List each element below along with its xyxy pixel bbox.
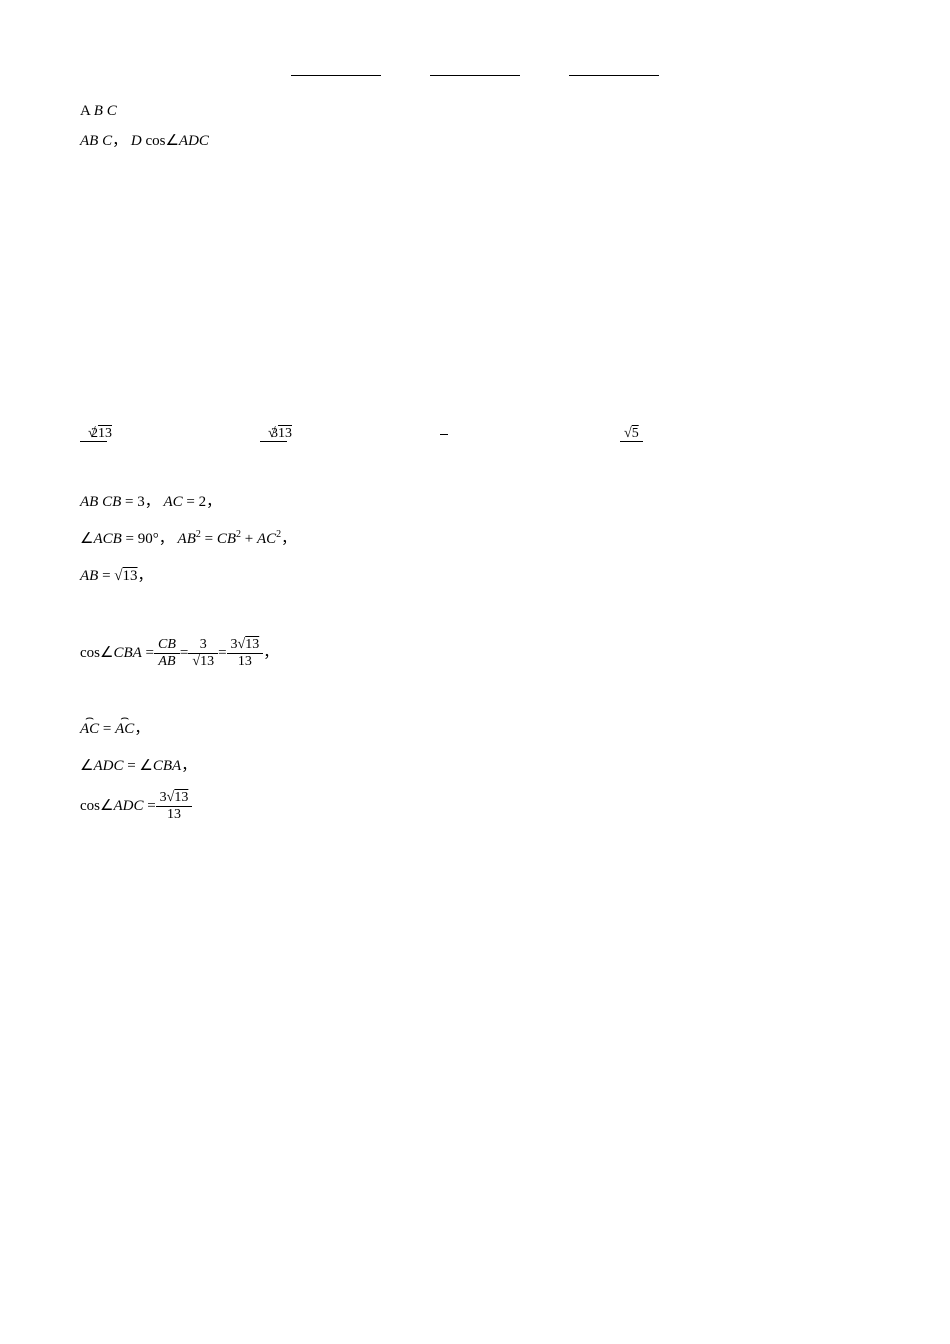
options-row: 213√ 313√ √5: [80, 426, 870, 442]
s2-acb: ∠ACB = 90°: [80, 531, 159, 547]
step-1: AB CB = 3， AC = 2，: [80, 489, 870, 516]
s1-ac: AC = 2: [163, 494, 206, 510]
q1-math-AB: AB: [80, 133, 98, 149]
q1-math-A: A: [80, 103, 90, 119]
q1-math-B: B: [94, 103, 103, 119]
arc-ac-left: AC: [80, 716, 99, 743]
step-4: cos∠CBA = CBAB = 3√13 = 3√1313 ，: [80, 637, 870, 669]
s4-f1: CBAB: [154, 637, 180, 669]
s3-ab: AB = √13: [80, 568, 138, 584]
class-blank: [291, 57, 381, 76]
opt-a-frac: 213√: [80, 426, 107, 442]
opt-b-frac: 313√: [260, 426, 287, 442]
q1-math-cosADC: cos∠ADC: [145, 133, 208, 149]
step-6: ∠ADC = ∠CBA，: [80, 753, 870, 780]
s6-eq: ∠ADC = ∠CBA: [80, 758, 181, 774]
comma4: ，: [263, 640, 278, 667]
s4-f2: 3√13: [188, 637, 218, 669]
s1-cb: CB = 3: [102, 494, 145, 510]
s2-pyth: AB2 = CB2 + AC2: [178, 531, 282, 547]
option-a: 213√: [80, 426, 260, 442]
opt-c-frac: [440, 434, 448, 435]
question-1: A B C AB C， D cos∠ADC: [80, 96, 870, 156]
header-line: [80, 40, 870, 76]
q1-math-D: D: [131, 133, 142, 149]
opt-d-frac: √5: [620, 426, 643, 442]
s7-f: 3√1313: [156, 790, 193, 822]
step-2: ∠ACB = 90°， AB2 = CB2 + AC2，: [80, 526, 870, 553]
s4-f3: 3√1313: [227, 637, 264, 669]
s4-cos: cos∠CBA =: [80, 640, 154, 667]
step-5: AC = AC，: [80, 716, 870, 743]
name-blank: [430, 57, 520, 76]
geometry-diagram: [90, 166, 870, 416]
diagram-svg: [90, 166, 390, 406]
s7-cos: cos∠ADC =: [80, 793, 156, 820]
option-b: 313√: [260, 426, 440, 442]
step-3: AB = √13，: [80, 563, 870, 590]
option-c: [440, 426, 620, 442]
arc-ac-right: AC: [115, 716, 134, 743]
id-blank: [569, 57, 659, 76]
q1-math-C2: C: [102, 133, 112, 149]
step-7: cos∠ADC = 3√1313: [80, 790, 870, 822]
option-d: √5: [620, 426, 800, 442]
s1-AB: AB: [80, 494, 98, 510]
eq2: =: [218, 640, 226, 667]
eq1: =: [180, 640, 188, 667]
q1-math-C: C: [107, 103, 117, 119]
